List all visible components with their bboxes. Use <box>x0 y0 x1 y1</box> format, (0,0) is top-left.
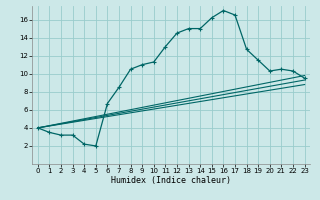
X-axis label: Humidex (Indice chaleur): Humidex (Indice chaleur) <box>111 176 231 185</box>
